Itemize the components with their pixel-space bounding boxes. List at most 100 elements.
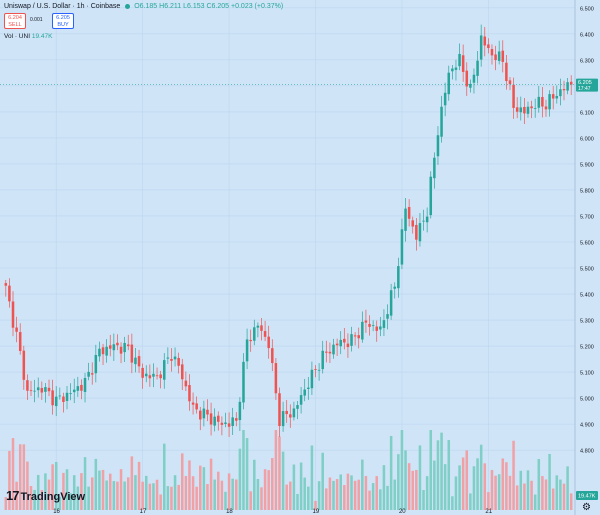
- candle: [152, 363, 155, 388]
- volume-bar: [90, 477, 94, 510]
- volume-bar: [69, 493, 72, 510]
- candle-body: [483, 36, 487, 46]
- candle-body: [224, 422, 227, 424]
- candle-body: [256, 325, 260, 328]
- candle: [105, 339, 108, 363]
- volume-legend[interactable]: Vol · UNI 19.47K: [4, 33, 52, 40]
- candle: [98, 341, 101, 362]
- volume-bar: [209, 458, 213, 510]
- volume-bar: [26, 461, 29, 510]
- candle-body: [155, 375, 159, 377]
- x-tick-label: 20: [399, 509, 406, 515]
- candle: [181, 358, 184, 391]
- volume-bar: [551, 488, 555, 510]
- candle-body: [519, 107, 523, 113]
- volume-bar: [8, 450, 11, 510]
- volume-bar: [335, 479, 339, 510]
- candle-body: [274, 363, 278, 394]
- candle-body: [479, 35, 483, 60]
- volume-bar: [411, 470, 415, 510]
- candle: [80, 379, 83, 400]
- candle-body: [393, 286, 396, 289]
- candle: [562, 80, 566, 101]
- candle: [458, 43, 461, 71]
- symbol-title[interactable]: Uniswap / U.S. Dollar · 1h · Coinbase: [4, 3, 121, 10]
- volume-bar: [393, 479, 396, 510]
- candle-body: [159, 374, 162, 379]
- candle: [69, 383, 72, 401]
- volume-bar: [526, 470, 530, 510]
- candle-body: [490, 49, 494, 56]
- candle-body: [123, 342, 126, 353]
- candle-body: [494, 54, 497, 61]
- volume-bar: [476, 458, 479, 510]
- candle: [242, 353, 245, 410]
- sell-button[interactable]: 6.204 SELL: [4, 13, 26, 29]
- candle-body: [220, 422, 224, 425]
- candle: [411, 216, 415, 234]
- tradingview-logo[interactable]: 17 TradingView: [6, 488, 85, 503]
- volume-bar: [515, 485, 519, 510]
- candle: [353, 332, 357, 346]
- candle: [555, 85, 559, 104]
- candle: [256, 322, 260, 338]
- candle: [339, 331, 342, 355]
- candle-body: [83, 377, 87, 392]
- volume-bar: [62, 472, 65, 510]
- volume-bar: [307, 486, 310, 510]
- candle-body: [177, 357, 180, 366]
- candle: [94, 344, 98, 383]
- candle-body: [321, 350, 324, 370]
- candle: [87, 362, 90, 381]
- candle: [303, 378, 306, 402]
- last-price-tag: [576, 78, 598, 92]
- candle: [58, 387, 62, 400]
- candle-body: [245, 339, 249, 362]
- volume-bar: [162, 443, 166, 510]
- candle-body: [541, 97, 544, 107]
- volume-bar: [285, 484, 288, 510]
- volume-bar: [389, 435, 393, 510]
- volume-bar: [188, 460, 191, 510]
- volume-bar: [418, 445, 422, 510]
- candle-body: [209, 413, 213, 425]
- volume-bar: [314, 500, 317, 510]
- volume-bar: [238, 448, 242, 510]
- y-tick-label: 6.500: [580, 6, 594, 12]
- buy-button[interactable]: 6.205 BUY: [52, 13, 74, 29]
- volume-bar: [206, 484, 209, 510]
- candle: [195, 396, 198, 414]
- candle-body: [332, 344, 335, 355]
- volume-bar: [512, 440, 515, 510]
- candle: [11, 291, 15, 337]
- candle-body: [267, 336, 270, 349]
- candle-body: [44, 387, 47, 392]
- candle-body: [436, 135, 440, 157]
- candle: [429, 171, 433, 219]
- candle: [469, 79, 472, 93]
- settings-gear-icon[interactable]: ⚙: [582, 502, 591, 513]
- candle: [541, 87, 544, 118]
- candle: [202, 400, 206, 427]
- candle: [508, 76, 512, 91]
- volume-bar: [220, 480, 224, 510]
- candle-body: [364, 320, 368, 323]
- candle-body: [152, 373, 155, 377]
- candle: [148, 364, 152, 387]
- volume-bar: [40, 490, 44, 510]
- candle: [235, 412, 238, 427]
- candle-body: [429, 176, 433, 216]
- candle-body: [253, 327, 256, 341]
- volume-bar: [505, 462, 508, 510]
- candle: [54, 386, 58, 417]
- volume-bar: [202, 467, 206, 510]
- candle-body: [134, 357, 137, 365]
- volume-bar: [76, 486, 80, 510]
- candle-body: [548, 94, 551, 110]
- x-tick-label: 18: [226, 509, 233, 515]
- candle: [141, 363, 144, 389]
- candle: [440, 95, 443, 143]
- candle: [188, 374, 191, 411]
- candle-body: [26, 380, 29, 391]
